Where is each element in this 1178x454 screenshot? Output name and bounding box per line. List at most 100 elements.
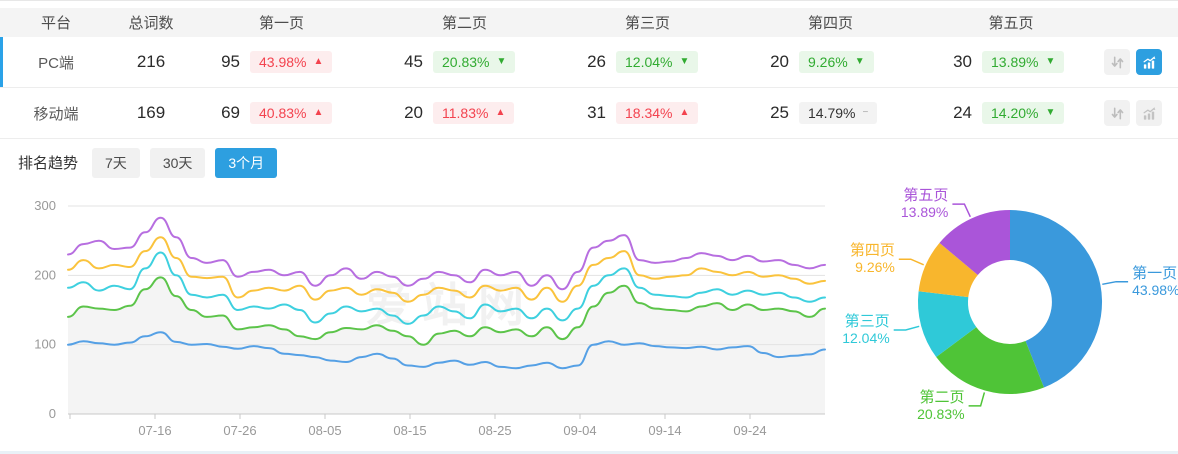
x-tick-label: 08-15 <box>393 423 426 438</box>
trend-arrow-icon: ▼ <box>1045 56 1056 67</box>
trend-arrow-icon: ▼ <box>1045 107 1056 118</box>
line-series-第一页 <box>67 331 826 370</box>
trend-tabbar: 排名趋势 7天 30天 3个月 <box>0 139 1178 186</box>
change-pct: 9.26% <box>808 54 848 70</box>
y-tick-label: 200 <box>34 267 56 282</box>
col-header-page3: 第三页 <box>624 15 670 32</box>
trend-chart-icon <box>1143 106 1155 120</box>
donut-label-pct: 43.98% <box>1132 281 1178 298</box>
page2-cell: 45 20.83% ▼ <box>373 51 556 73</box>
donut-label-name: 第五页 <box>903 187 949 205</box>
table-row-pc[interactable]: PC端 216 95 43.98% ▲ 45 20.83% ▼ 26 12.04% ▼ <box>0 37 1178 88</box>
trend-chart-button[interactable] <box>1136 49 1162 75</box>
page1-cell: 95 43.98% ▲ <box>190 51 373 73</box>
change-pct: 12.04% <box>625 54 673 70</box>
row-actions <box>1100 49 1178 75</box>
trend-arrow-icon: ▼ <box>854 56 865 67</box>
donut-leader-line <box>1102 280 1129 286</box>
page4-cell: 25 14.79% − <box>739 102 922 124</box>
x-tick-label: 09-24 <box>733 423 766 438</box>
line-series-第四页 <box>67 236 826 303</box>
trend-chart-button[interactable] <box>1136 100 1162 126</box>
donut-slice-第三页 <box>917 291 977 357</box>
change-pct: 13.89% <box>991 54 1039 70</box>
tab-3-months[interactable]: 3个月 <box>215 147 278 178</box>
total-words: 216 <box>136 52 166 71</box>
change-pct: 43.98% <box>259 54 307 70</box>
donut-label-pct: 13.89% <box>900 204 949 221</box>
trend-arrow-icon: − <box>862 107 869 118</box>
change-pct: 14.79% <box>808 105 856 121</box>
sort-arrows-button[interactable] <box>1104 49 1130 75</box>
donut-leader-line <box>968 392 986 407</box>
donut-leader-line <box>893 325 920 331</box>
page3-cell: 26 12.04% ▼ <box>556 51 739 73</box>
page5-cell: 30 13.89% ▼ <box>922 51 1100 73</box>
line-series-第二页 <box>67 276 826 346</box>
change-badge: 20.83% ▼ <box>433 51 516 73</box>
line-chart-svg: 爱站网 0 100 200 300 07-16 07-26 08-05 08-15 08-25 09… <box>34 198 826 438</box>
page2-count: 45 <box>404 52 423 71</box>
tab-30-days[interactable]: 30天 <box>149 147 206 178</box>
platform-name: PC端 <box>38 54 74 72</box>
trend-arrow-icon: ▲ <box>313 107 324 118</box>
sort-arrows-button[interactable] <box>1104 100 1130 126</box>
donut-label-pct: 9.26% <box>855 259 895 276</box>
change-badge: 14.79% − <box>799 102 878 124</box>
col-header-page5: 第五页 <box>988 15 1034 32</box>
sort-arrows-icon <box>1111 56 1123 68</box>
trend-arrow-icon: ▼ <box>496 56 507 67</box>
page5-cell: 24 14.20% ▼ <box>922 102 1100 124</box>
change-badge: 12.04% ▼ <box>616 51 699 73</box>
table-row-mobile[interactable]: 移动端 169 69 40.83% ▲ 20 11.83% ▲ 31 18.34% ▲ <box>0 88 1178 139</box>
donut-label-name: 第一页 <box>1132 264 1178 282</box>
change-pct: 18.34% <box>625 105 673 121</box>
rank-table: 平台 总词数 第一页 第二页 第三页 第四页 第五页 PC端 216 95 43… <box>0 1 1178 139</box>
x-tick-label: 09-04 <box>563 423 596 438</box>
platform-name: 移动端 <box>33 105 79 123</box>
change-badge: 11.83% ▲ <box>433 102 515 124</box>
donut-slice-第四页 <box>918 242 978 298</box>
change-pct: 40.83% <box>259 105 307 121</box>
donut-slice-第一页 <box>1010 210 1103 388</box>
col-header-page1: 第一页 <box>258 15 304 32</box>
donut-label-name: 第二页 <box>919 388 965 406</box>
y-tick-label: 100 <box>34 337 56 352</box>
trend-arrow-icon: ▼ <box>679 56 690 67</box>
page2-count: 20 <box>404 103 423 122</box>
sort-arrows-icon <box>1111 107 1123 119</box>
change-badge: 18.34% ▲ <box>616 102 699 124</box>
donut-label-name: 第三页 <box>844 312 890 330</box>
change-pct: 20.83% <box>442 54 490 70</box>
table-header: 平台 总词数 第一页 第二页 第三页 第四页 第五页 <box>0 8 1178 37</box>
donut-label-pct: 12.04% <box>842 329 890 346</box>
page1-cell: 69 40.83% ▲ <box>190 102 373 124</box>
page3-count: 26 <box>587 52 606 71</box>
change-pct: 11.83% <box>442 105 489 121</box>
y-tick-label: 0 <box>49 406 56 421</box>
change-badge: 14.20% ▼ <box>982 102 1065 124</box>
donut-label-第一页: 第一页 43.98% <box>1132 265 1178 299</box>
change-badge: 13.89% ▼ <box>982 51 1065 73</box>
change-badge: 9.26% ▼ <box>799 51 874 73</box>
x-tick-label: 07-16 <box>138 423 171 438</box>
tab-7-days[interactable]: 7天 <box>92 147 140 178</box>
x-tick-label: 08-05 <box>308 423 341 438</box>
total-words: 169 <box>136 103 166 122</box>
charts-area: 爱站网 0 100 200 300 07-16 07-26 08-05 08-15 08-25 09… <box>0 186 1178 450</box>
donut-label-name: 第四页 <box>849 242 895 260</box>
col-header-total: 总词数 <box>128 15 174 32</box>
donut-label-pct: 20.83% <box>917 405 965 422</box>
donut-chart-svg <box>893 203 1129 407</box>
page-share-donut-chart: 第一页 43.98% 第二页 20.83% 第三页 12.04% 第四页 9.26% 第五页 13… <box>840 186 1178 450</box>
donut-label-第四页: 第四页 9.26% <box>850 242 895 276</box>
change-pct: 14.20% <box>991 105 1039 121</box>
donut-leader-line <box>952 203 971 218</box>
area-fill-第二页 <box>68 277 825 414</box>
page4-count: 20 <box>770 52 789 71</box>
x-tick-label: 07-26 <box>223 423 256 438</box>
donut-leader-line <box>898 258 924 266</box>
trend-section-title: 排名趋势 <box>18 155 79 172</box>
donut-label-第五页: 第五页 13.89% <box>901 187 948 221</box>
